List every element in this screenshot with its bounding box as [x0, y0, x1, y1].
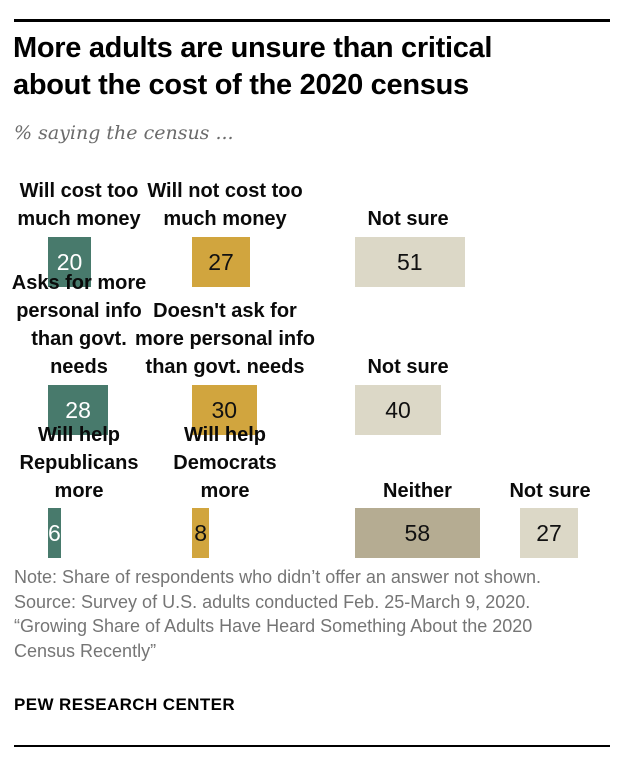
bar-label-doesnt-ask-more-info: Doesn't ask for more personal info than … [134, 300, 316, 378]
bar-label-not-cost-too-much: Will not cost too much money [147, 180, 303, 230]
bar-value: 20 [56, 248, 83, 275]
bar-value: 6 [48, 519, 61, 546]
bar-label-help-republicans: Will help Republicans more [19, 424, 139, 502]
bar-asks-more-info: 28 [48, 385, 109, 435]
bar-label-help-democrats: Will help Democrats more [173, 424, 277, 502]
report-title-line-2: Census Recently” [14, 640, 157, 661]
bar-value: 58 [404, 519, 431, 546]
source-line: Source: Survey of U.S. adults conducted … [14, 591, 531, 612]
bar-value: 40 [385, 396, 411, 423]
bar-label-cost-too-much: Will cost too much money [17, 180, 141, 230]
bar-value: 27 [536, 519, 562, 546]
bar-value: 51 [397, 248, 423, 275]
bar-help-democrats: 8 [192, 508, 210, 558]
bar-value: 28 [65, 396, 91, 423]
pew-research-center-wordmark: PEW RESEARCH CENTER [14, 695, 236, 714]
bar-label-not-sure-1: Not sure [367, 208, 449, 230]
bar-value: 8 [194, 519, 207, 546]
bar-label-not-sure-2: Not sure [367, 356, 449, 378]
bar-not-cost-too-much: 27 [192, 237, 251, 287]
bar-not-sure-1: 51 [355, 237, 465, 287]
chart-subtitle: % saying the census ... [14, 122, 234, 144]
bar-neither: 58 [355, 508, 480, 558]
bar-value: 30 [211, 396, 238, 423]
bar-not-sure-3: 27 [520, 508, 579, 558]
bar-doesnt-ask-more-info: 30 [192, 385, 257, 435]
bar-label-not-sure-3: Not sure [509, 480, 591, 502]
note-block: Note: Share of respondents who didn’t of… [14, 565, 610, 663]
bar-cost-too-much: 20 [48, 237, 91, 287]
bottom-rule [14, 745, 610, 747]
note-line: Note: Share of respondents who didn’t of… [14, 567, 541, 587]
chart-title: More adults are unsure than critical abo… [13, 32, 493, 101]
bar-help-republicans: 6 [48, 508, 61, 558]
bar-not-sure-2: 40 [355, 385, 441, 435]
report-title-line-1: “Growing Share of Adults Have Heard Some… [14, 616, 533, 636]
bar-value: 27 [208, 248, 234, 275]
bar-label-neither: Neither [383, 480, 452, 502]
bar-label-asks-more-info: Asks for more personal info than govt. n… [11, 272, 147, 378]
top-rule [14, 19, 610, 22]
